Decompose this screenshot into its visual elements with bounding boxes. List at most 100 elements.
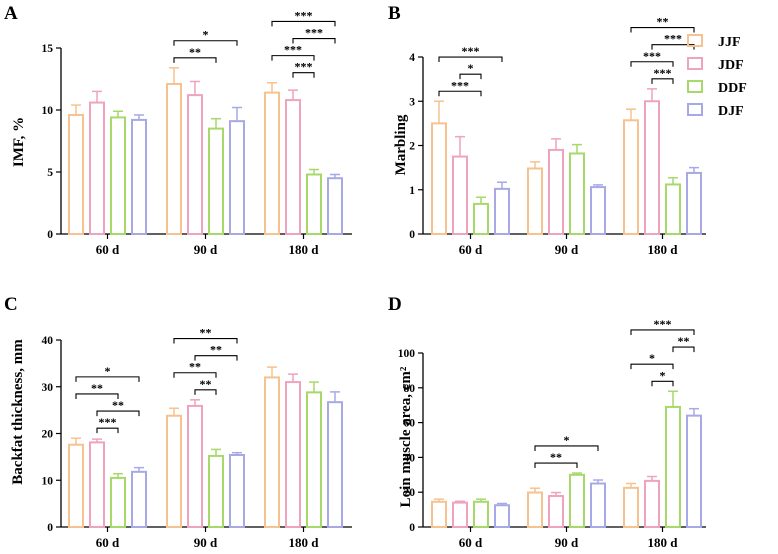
panel-c-sig-bracket — [75, 376, 140, 382]
legend-swatch-jjf — [687, 34, 703, 47]
panel-a-sig-bracket — [173, 40, 238, 46]
panel-d-sig-bracket — [672, 346, 695, 353]
panel-a-sig-bracket — [292, 37, 336, 44]
panel-c-sig-label: * — [105, 364, 111, 378]
panel-d-sig-bracket — [534, 462, 578, 469]
panel-c-bar-jjf — [68, 443, 84, 528]
panel-b-category-label: 180 d — [648, 242, 679, 257]
legend: JJF JDF DDF DJF — [687, 34, 747, 119]
panel-c-sig-bracket — [194, 389, 217, 395]
panel-b-ylabel: Marbling — [393, 114, 409, 175]
panel-d-category-label: 180 d — [648, 535, 679, 550]
panel-b-sig-label: *** — [462, 44, 480, 58]
panel-a-category-label: 180 d — [289, 242, 320, 257]
panel-letter-b: B — [388, 3, 401, 24]
panel-a-ytick-label: 5 — [47, 167, 53, 179]
panel-d-sig-bracket — [651, 380, 674, 387]
panel-d-bar-jdf — [644, 479, 660, 529]
panel-d-ytick-label: 100 — [398, 348, 416, 360]
panel-c-bar-djf — [229, 454, 245, 529]
panel-b-bar-ddf — [569, 152, 585, 235]
panel-d-bar-djf — [494, 504, 510, 528]
panel-d-ytick-label: 40 — [404, 452, 416, 464]
panel-a-category-label: 60 d — [96, 242, 120, 257]
panel-d-category-label: 60 d — [459, 535, 483, 550]
panel-a-ylabel: IMF, % — [11, 117, 27, 167]
legend-swatch-djf — [687, 103, 703, 116]
panel-c-ytick-label: 30 — [42, 382, 54, 394]
panel-b-sig-bracket — [651, 78, 674, 84]
panel-d-bar-ddf — [665, 405, 681, 528]
panel-c-bar-jdf — [187, 404, 203, 529]
panel-d-bar-djf — [590, 482, 606, 528]
panel-d-sig-bracket — [534, 445, 599, 451]
panel-b-sig-bracket — [630, 61, 674, 67]
panel-b-sig-label: *** — [643, 49, 661, 63]
panel-b-bar-ddf — [473, 202, 489, 236]
panel-d-bar-djf — [686, 414, 702, 529]
panel-b-bar-jjf — [623, 119, 639, 235]
panel-c-ylabel: Backfat thickness, mm — [10, 339, 26, 485]
panel-c-sig-bracket — [194, 355, 238, 361]
panel-letter-c: C — [4, 294, 18, 315]
panel-a-sig-bracket — [173, 57, 217, 63]
panel-c-sig-bracket — [96, 410, 140, 417]
panel-a-bar-jdf — [187, 94, 203, 236]
panel-c-sig-label: ** — [91, 381, 103, 395]
panel-d-sig-label: * — [660, 368, 666, 382]
panel-b-ytick-label: 3 — [409, 96, 415, 108]
panel-d-sig-label: ** — [550, 450, 562, 464]
panel-c-category-label: 180 d — [289, 535, 320, 550]
panel-b-bar-jdf — [452, 155, 468, 235]
panel-c-ytick-label: 20 — [42, 429, 54, 441]
panel-a-sig-bracket — [271, 20, 336, 27]
panel-a-sig-label: *** — [295, 60, 313, 74]
panel-d-ytick-label: 20 — [404, 487, 416, 499]
panel-c-sig-bracket — [75, 393, 119, 399]
panel-c-sig-label: ** — [200, 377, 212, 391]
panel-a-bar-ddf — [110, 116, 126, 235]
panel-b-category-label: 60 d — [459, 242, 483, 257]
panel-c-ytick-label: 10 — [42, 475, 54, 487]
panel-d-bar-jdf — [548, 495, 564, 529]
panel-b-bar-jjf — [527, 167, 543, 235]
panel-b-ytick-label: 4 — [409, 52, 415, 64]
panel-c-sig-label: ** — [189, 360, 201, 374]
panel-d-sig-label: ** — [678, 334, 690, 348]
legend-label-jjf: JJF — [718, 35, 741, 50]
panel-b-ytick-label: 2 — [409, 141, 415, 153]
panel-a-sig-label: * — [203, 28, 209, 42]
panel-c-bar-jdf — [285, 381, 301, 529]
panel-b-bar-jdf — [548, 148, 564, 235]
panel-letter-a: A — [4, 3, 18, 24]
panel-b-bar-djf — [686, 171, 702, 235]
panel-a-bar-djf — [229, 120, 245, 235]
panel-c-bar-djf — [131, 470, 147, 528]
panel-a-sig-label: ** — [189, 45, 201, 59]
panel-c: C Backfat thickness, mm 0 10 20 30 40 60 d 90 … — [4, 294, 352, 550]
panel-b-bar-djf — [494, 187, 510, 236]
panel-b-category-label: 90 d — [555, 242, 579, 257]
panel-a-ytick-label: 10 — [42, 105, 54, 117]
panel-b-sig-bracket — [438, 56, 503, 63]
panel-b-sig-bracket — [630, 27, 695, 33]
panel-b-sig-label: *** — [664, 32, 682, 46]
panel-a-bar-djf — [131, 118, 147, 235]
panel-d-bar-jjf — [527, 491, 543, 529]
panel-d-bar-ddf — [473, 500, 489, 528]
panel-d: D Loin muscle area, cm² 0 20 40 60 80 100 60 d… — [388, 294, 706, 550]
panel-d-ytick-label: 60 — [404, 418, 416, 430]
panel-d-bar-ddf — [569, 473, 585, 528]
panel-a-sig-bracket — [271, 55, 315, 61]
panel-c-bar-ddf — [110, 476, 126, 529]
panel-d-bar-jjf — [623, 486, 639, 529]
panel-a-bar-jjf — [166, 82, 182, 235]
panel-b-ytick-label: 1 — [409, 185, 415, 197]
panel-c-bar-jjf — [166, 414, 182, 528]
panel-d-bar-jjf — [431, 500, 447, 528]
